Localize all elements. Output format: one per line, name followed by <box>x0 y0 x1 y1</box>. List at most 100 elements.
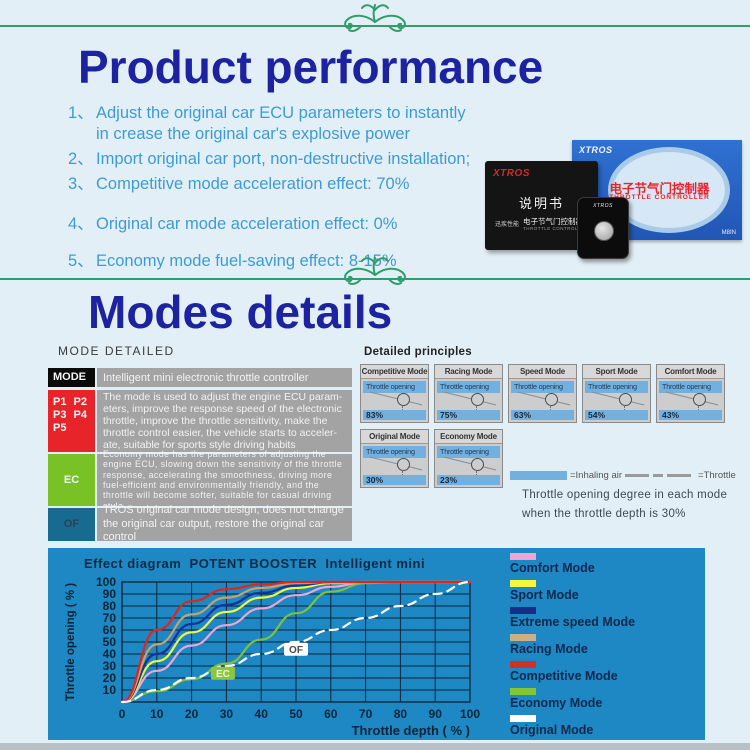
svg-text:20: 20 <box>103 671 117 685</box>
list-item: 1、 Adjust the original car ECU parameter… <box>68 103 476 145</box>
throttle-shaft-icon <box>471 393 484 406</box>
mode-table-row: EC Economy mode has the parameters of ad… <box>48 449 352 511</box>
feature-list: 1、 Adjust the original car ECU parameter… <box>68 103 476 272</box>
throttle-diagram: Throttle opening 63% <box>509 379 576 423</box>
throttle-shaft-icon <box>545 393 558 406</box>
throttle-dash-icon <box>653 474 664 477</box>
principle-panel-sport: Sport Mode Throttle opening 54% <box>582 364 651 423</box>
brand-logo: XTROS <box>579 145 613 155</box>
svg-text:10: 10 <box>150 707 164 721</box>
product-performance-title: Product performance <box>78 41 544 93</box>
throttle-shaft-icon <box>693 393 706 406</box>
item-text: Economy mode fuel-saving effect: 8-15% <box>96 252 397 270</box>
throttle-plate-line <box>369 391 423 406</box>
inhaling-air-band <box>437 410 500 420</box>
item-number: 2、 <box>68 150 94 168</box>
mode-detailed-heading: MODE DETAILED <box>58 344 175 358</box>
svg-text:10: 10 <box>103 683 117 697</box>
panel-title: Sport Mode <box>583 365 650 379</box>
item-text: Adjust the original car ECU parameters t… <box>96 104 466 143</box>
throttle-dash-icon <box>625 474 650 477</box>
mode-table-row: OF TROS original car mode design, does n… <box>48 504 352 543</box>
section-divider-line <box>0 278 750 280</box>
svg-text:60: 60 <box>324 707 338 721</box>
opening-percentage: 63% <box>514 410 532 420</box>
list-item: 3、 Competitive mode acceleration effect:… <box>68 174 476 195</box>
throttle-plate-line <box>443 391 497 406</box>
svg-text:100: 100 <box>460 707 480 721</box>
principle-panel-racing: Racing Mode Throttle opening 75% <box>434 364 503 423</box>
principle-panel-economy: Economy Mode Throttle opening 23% <box>434 429 503 488</box>
throttle-plate-line <box>517 391 571 406</box>
legend-swatch-economy <box>510 688 536 695</box>
throttle-diagram: Throttle opening 30% <box>361 444 428 488</box>
mode-table-row: P1 P2 P3 P4 P5 The mode is used to adjus… <box>48 390 352 452</box>
throttle-opening-label: Throttle opening <box>437 446 500 458</box>
principle-note-line1: Throttle opening degree in each mode <box>522 489 728 501</box>
panel-title: Speed Mode <box>509 365 576 379</box>
opening-percentage: 23% <box>440 475 458 485</box>
svg-text:OF: OF <box>289 645 303 656</box>
top-divider-line <box>0 25 750 27</box>
flourish-ornament-icon <box>344 4 406 32</box>
svg-text:20: 20 <box>185 707 199 721</box>
svg-text:80: 80 <box>103 599 117 613</box>
legend-label: Economy Mode <box>510 696 603 710</box>
opening-percentage: 83% <box>366 410 384 420</box>
mode-desc: The mode is used to adjust the engine EC… <box>97 390 352 452</box>
panel-title: Economy Mode <box>435 430 502 444</box>
mode-key: OF <box>48 508 95 541</box>
throttle-dash-icon <box>667 474 692 477</box>
throttle-plate-line <box>443 456 497 471</box>
item-text: Import original car port, non-destructiv… <box>96 150 471 168</box>
list-item: 2、 Import original car port, non-destruc… <box>68 149 476 170</box>
chart-legend: Comfort Mode Sport Mode Extreme speed Mo… <box>510 553 700 742</box>
inhaling-air-band <box>511 410 574 420</box>
svg-text:70: 70 <box>103 611 117 625</box>
principle-note-line2: when the throttle depth is 30% <box>522 508 686 520</box>
item-number: 5、 <box>68 252 94 270</box>
throttle-opening-label: Throttle opening <box>659 381 722 393</box>
throttle-label: =Throttle <box>698 470 736 481</box>
throttle-controller-device: XTROS <box>577 197 629 259</box>
item-number: 1、 <box>68 104 94 122</box>
svg-text:Throttle opening ( % ): Throttle opening ( % ) <box>65 583 77 701</box>
list-item: 5、 Economy mode fuel-saving effect: 8-15… <box>68 251 476 272</box>
legend-swatch-racing <box>510 634 536 641</box>
svg-text:60: 60 <box>103 623 117 637</box>
svg-text:Throttle depth ( % ): Throttle depth ( % ) <box>352 723 470 738</box>
device-button-icon <box>594 221 614 241</box>
throttle-diagram: Throttle opening 83% <box>361 379 428 423</box>
legend-swatch-sport <box>510 580 536 587</box>
mode-key: MODE <box>48 368 95 387</box>
inhaling-air-band <box>437 475 500 485</box>
chart-title: Effect diagram POTENT BOOSTER Intelligen… <box>84 556 426 571</box>
throttle-diagram: Throttle opening 54% <box>583 379 650 423</box>
svg-text:EC: EC <box>216 669 230 680</box>
svg-text:40: 40 <box>103 647 117 661</box>
mode-key: P1 P2 P3 P4 P5 <box>48 390 95 452</box>
item-text: Competitive mode acceleration effect: 70… <box>96 175 410 193</box>
svg-text:100: 100 <box>96 575 116 589</box>
inhaling-air-swatch <box>510 471 567 480</box>
manual-title: 说明书 <box>518 196 564 211</box>
opening-percentage: 54% <box>588 410 606 420</box>
inhaling-air-band <box>363 475 426 485</box>
svg-text:90: 90 <box>429 707 443 721</box>
mode-desc: TROS original car mode design, does not … <box>97 504 352 543</box>
product-photo: XTROS 电子节气门控制器 THROTTLE CONTROLLER M8IN … <box>480 95 748 262</box>
inhaling-air-band <box>659 410 722 420</box>
brand-logo: XTROS <box>593 203 613 209</box>
manual-subtitle-cn: 电子节气门控制器 <box>523 217 583 226</box>
bottom-strip <box>0 743 750 750</box>
inhaling-air-band <box>363 410 426 420</box>
throttle-diagram: Throttle opening 23% <box>435 444 502 488</box>
throttle-plate-line <box>369 456 423 471</box>
svg-text:50: 50 <box>103 635 117 649</box>
panel-title: Competitive Mode <box>361 365 428 379</box>
flourish-ornament-icon <box>344 257 406 285</box>
throttle-diagram: Throttle opening 43% <box>657 379 724 423</box>
throttle-opening-label: Throttle opening <box>363 381 426 393</box>
mode-key: EC <box>48 454 95 506</box>
inhaling-air-band <box>585 410 648 420</box>
